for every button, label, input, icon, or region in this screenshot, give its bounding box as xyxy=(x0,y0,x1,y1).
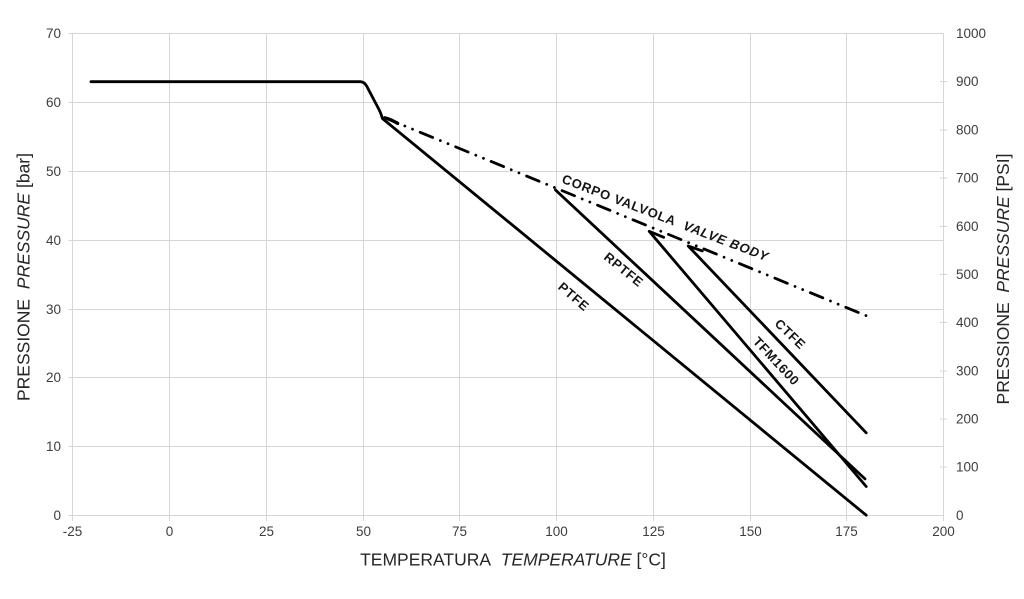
svg-text:125: 125 xyxy=(642,524,665,539)
svg-text:200: 200 xyxy=(932,524,955,539)
svg-text:10: 10 xyxy=(46,439,61,454)
svg-text:100: 100 xyxy=(545,524,568,539)
svg-text:75: 75 xyxy=(452,524,467,539)
svg-text:50: 50 xyxy=(46,164,61,179)
svg-text:0: 0 xyxy=(956,508,964,523)
svg-text:40: 40 xyxy=(46,233,61,248)
svg-text:0: 0 xyxy=(166,524,174,539)
svg-text:-25: -25 xyxy=(63,524,83,539)
svg-text:500: 500 xyxy=(956,267,979,282)
svg-text:600: 600 xyxy=(956,219,979,234)
svg-text:50: 50 xyxy=(356,524,371,539)
svg-text:150: 150 xyxy=(739,524,762,539)
svg-text:PRESSIONE PRESSURE [bar]: PRESSIONE PRESSURE [bar] xyxy=(13,153,33,401)
svg-text:60: 60 xyxy=(46,95,61,110)
svg-text:70: 70 xyxy=(46,26,61,41)
svg-text:400: 400 xyxy=(956,315,979,330)
svg-text:0: 0 xyxy=(53,508,61,523)
svg-text:300: 300 xyxy=(956,363,979,378)
svg-text:1000: 1000 xyxy=(956,26,986,41)
svg-text:30: 30 xyxy=(46,302,61,317)
svg-text:900: 900 xyxy=(956,74,979,89)
svg-text:100: 100 xyxy=(956,460,979,475)
svg-text:200: 200 xyxy=(956,412,979,427)
svg-text:PRESSIONE PRESSURE [PSI]: PRESSIONE PRESSURE [PSI] xyxy=(993,154,1013,405)
svg-text:20: 20 xyxy=(46,370,61,385)
svg-text:700: 700 xyxy=(956,171,979,186)
svg-text:TEMPERATURA TEMPERATURE [°C]: TEMPERATURA TEMPERATURE [°C] xyxy=(360,550,666,570)
svg-text:175: 175 xyxy=(835,524,858,539)
svg-text:800: 800 xyxy=(956,122,979,137)
svg-text:25: 25 xyxy=(259,524,274,539)
